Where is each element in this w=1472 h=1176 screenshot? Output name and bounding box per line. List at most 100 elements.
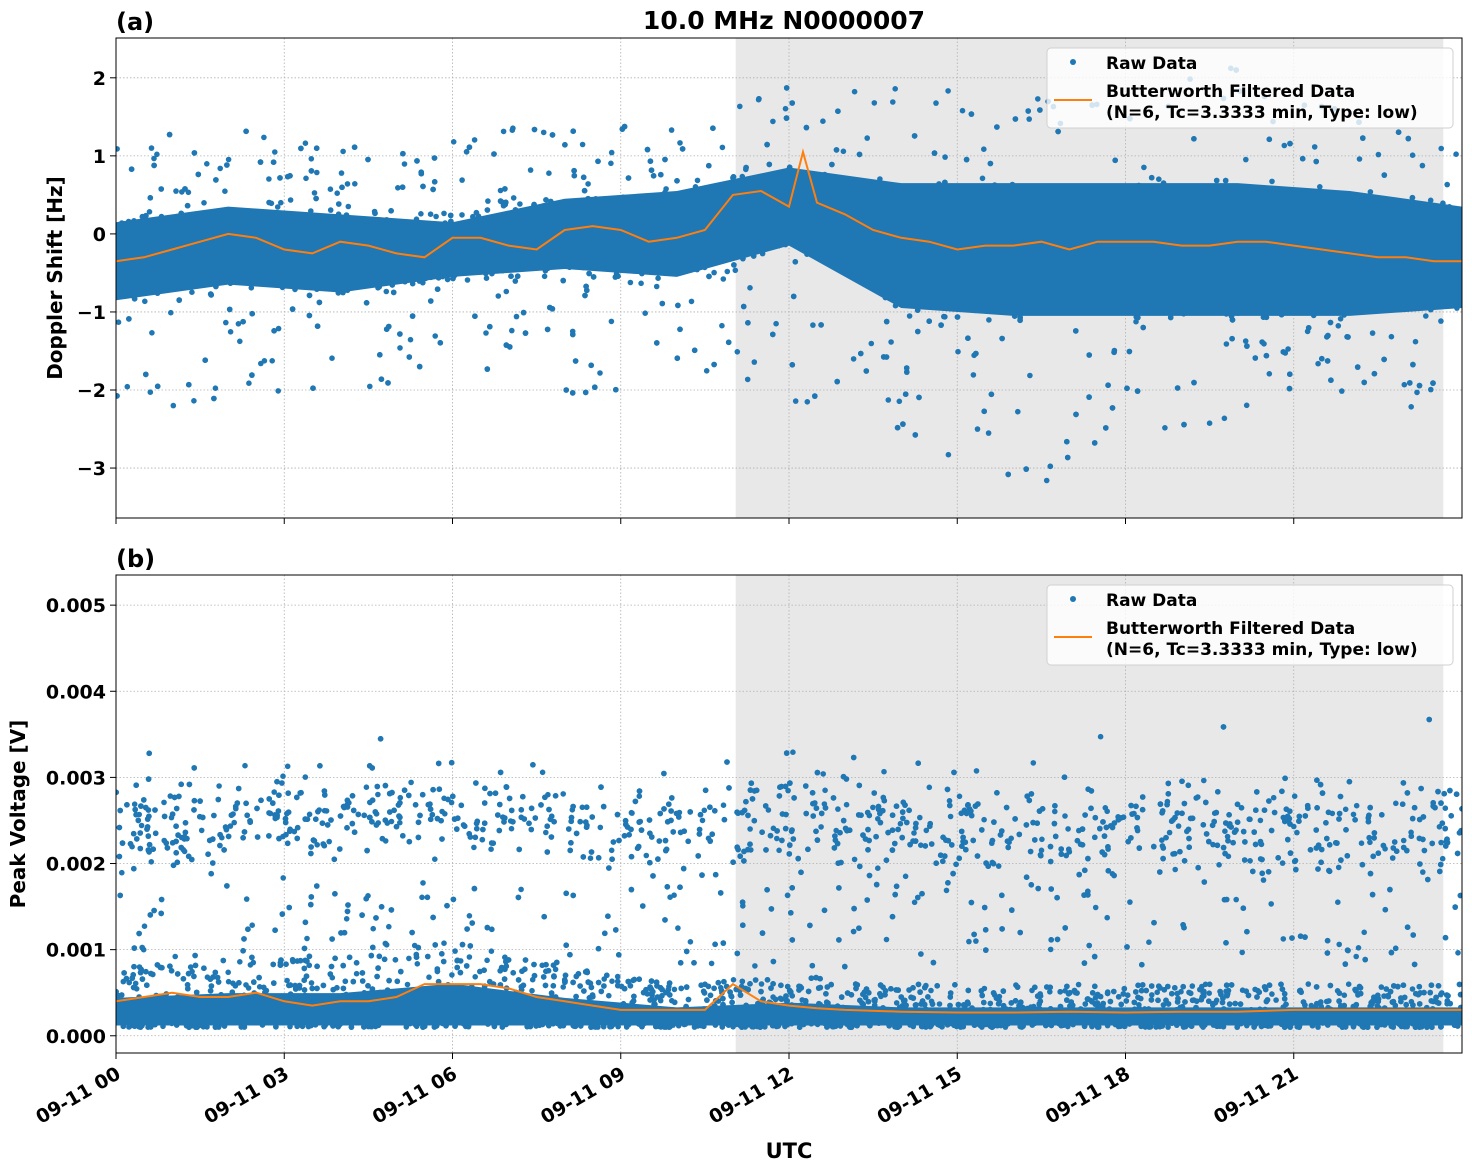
raw-data-point (834, 379, 840, 385)
raw-data-point (196, 172, 202, 178)
raw-data-point (204, 161, 210, 167)
raw-data-point (114, 146, 120, 152)
raw-data-point (770, 119, 776, 125)
raw-data-point (1382, 172, 1388, 178)
raw-data-point (804, 125, 810, 131)
raw-data-point (414, 158, 420, 164)
raw-data-point (1438, 146, 1444, 152)
raw-data-point (288, 197, 294, 203)
raw-data-point (1224, 341, 1230, 347)
raw-data-point (1315, 361, 1321, 367)
raw-data-point (504, 289, 510, 295)
raw-data-point (1312, 144, 1318, 150)
raw-data-point (973, 351, 979, 357)
raw-data-point (129, 166, 135, 172)
raw-data-point (933, 100, 939, 106)
raw-data-point (385, 380, 391, 386)
raw-data-point (980, 176, 986, 182)
raw-data-point (367, 384, 373, 390)
raw-data-point (1319, 356, 1325, 362)
raw-data-point (448, 213, 454, 219)
raw-data-point (532, 127, 538, 133)
raw-data-point (1370, 330, 1376, 336)
raw-data-point (1086, 352, 1092, 358)
raw-data-point (695, 178, 701, 184)
raw-data-point (810, 322, 816, 328)
raw-data-point (223, 320, 229, 326)
raw-data-point (1444, 182, 1450, 188)
raw-data-point (720, 145, 726, 151)
raw-data-point (158, 186, 164, 192)
raw-data-point (1023, 466, 1029, 472)
raw-data-point (451, 139, 457, 145)
raw-data-point (649, 167, 655, 173)
raw-data-point (1037, 107, 1043, 113)
raw-data-point (689, 299, 695, 305)
raw-data-point (266, 200, 272, 206)
chart-title: 10.0 MHz N0000007 (643, 6, 925, 35)
raw-data-point (483, 330, 489, 336)
raw-data-point (517, 201, 523, 207)
raw-data-point (410, 313, 416, 319)
raw-data-point (1026, 116, 1032, 122)
raw-data-point (1055, 129, 1061, 135)
raw-data-point (669, 127, 675, 133)
raw-data-point (491, 151, 497, 157)
raw-data-point (1140, 325, 1146, 331)
raw-data-point (999, 336, 1005, 342)
raw-data-point (1281, 349, 1287, 355)
raw-data-point (352, 144, 358, 150)
raw-data-point (677, 140, 683, 146)
raw-data-point (485, 366, 491, 372)
raw-data-point (472, 313, 478, 319)
raw-data-point (1064, 439, 1070, 445)
raw-data-point (307, 293, 313, 299)
raw-data-point (805, 399, 811, 405)
raw-data-point (1229, 336, 1235, 342)
raw-data-point (1453, 151, 1459, 157)
raw-data-point (581, 175, 587, 181)
raw-data-point (441, 211, 447, 217)
raw-data-point (783, 106, 789, 112)
raw-data-point (675, 355, 681, 361)
raw-data-point (888, 339, 894, 345)
raw-data-point (513, 278, 519, 284)
raw-data-point (571, 168, 577, 174)
raw-data-point (546, 170, 552, 176)
raw-data-point (213, 385, 219, 391)
raw-data-point (317, 300, 323, 306)
raw-data-point (1420, 163, 1426, 169)
raw-data-point (208, 292, 214, 298)
raw-data-point (626, 175, 632, 181)
raw-data-point (1112, 158, 1118, 164)
raw-data-point (189, 289, 195, 295)
raw-data-point (869, 341, 875, 347)
raw-data-point (510, 127, 516, 133)
raw-data-point (1027, 373, 1033, 379)
raw-data-point (907, 313, 913, 319)
raw-data-point (1430, 380, 1436, 386)
raw-data-point (964, 157, 970, 163)
x-axis-label: UTC (766, 1139, 813, 1163)
raw-data-point (275, 388, 281, 394)
raw-data-point (756, 96, 762, 102)
raw-data-point (1005, 472, 1011, 478)
raw-data-point (904, 365, 910, 371)
raw-data-point (711, 270, 717, 276)
raw-data-point (261, 135, 267, 141)
raw-data-point (1149, 175, 1155, 181)
raw-data-point (913, 432, 919, 438)
raw-data-point (645, 147, 651, 153)
raw-data-point (1306, 325, 1312, 331)
raw-data-point (1230, 317, 1236, 323)
raw-data-point (662, 157, 668, 163)
raw-data-point (1015, 409, 1021, 415)
raw-data-point (201, 200, 207, 206)
raw-data-point (955, 349, 961, 355)
raw-data-point (710, 125, 716, 131)
raw-data-point (1111, 350, 1117, 356)
raw-data-point (1355, 364, 1361, 370)
raw-data-point (186, 382, 192, 388)
raw-data-point (1073, 328, 1079, 334)
